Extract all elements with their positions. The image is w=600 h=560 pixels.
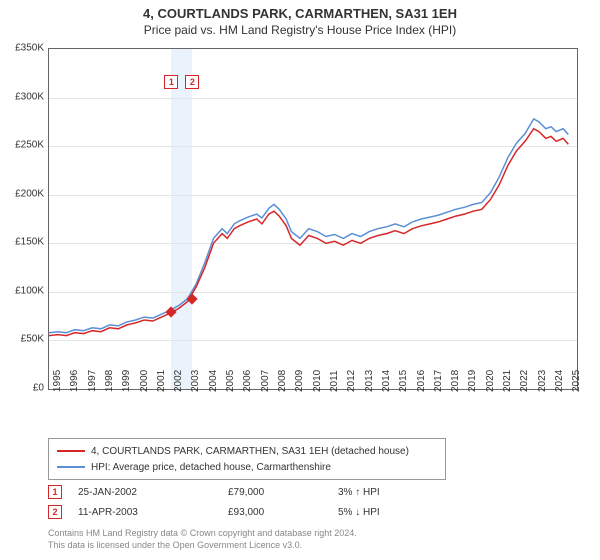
x-axis-label: 2024 <box>554 370 565 392</box>
x-axis-label: 2019 <box>467 370 478 392</box>
y-axis-label: £250K <box>15 140 44 151</box>
footer-line-1: Contains HM Land Registry data © Crown c… <box>48 528 357 540</box>
price-chart: 12 <box>48 48 578 390</box>
x-axis-label: 2005 <box>225 370 236 392</box>
x-axis-label: 2018 <box>450 370 461 392</box>
transaction-date: 11-APR-2003 <box>78 507 228 518</box>
x-axis-label: 2007 <box>260 370 271 392</box>
x-axis-label: 2015 <box>398 370 409 392</box>
x-axis-label: 2012 <box>346 370 357 392</box>
x-axis-label: 2020 <box>485 370 496 392</box>
marker-1-icon: 1 <box>48 485 62 499</box>
x-axis-label: 2014 <box>381 370 392 392</box>
x-axis-label: 2022 <box>519 370 530 392</box>
x-axis-label: 1998 <box>104 370 115 392</box>
x-axis-label: 2006 <box>242 370 253 392</box>
transaction-price: £93,000 <box>228 507 338 518</box>
x-axis-label: 2003 <box>190 370 201 392</box>
table-row: 2 11-APR-2003 £93,000 5% ↓ HPI <box>48 502 428 522</box>
y-axis-label: £200K <box>15 188 44 199</box>
legend-label-price-paid: 4, COURTLANDS PARK, CARMARTHEN, SA31 1EH… <box>91 446 409 457</box>
transaction-date: 25-JAN-2002 <box>78 487 228 498</box>
series-price_paid <box>49 129 568 336</box>
x-axis-label: 2021 <box>502 370 513 392</box>
x-axis-label: 2000 <box>139 370 150 392</box>
chart-subtitle: Price paid vs. HM Land Registry's House … <box>0 23 600 37</box>
legend-row-price-paid: 4, COURTLANDS PARK, CARMARTHEN, SA31 1EH… <box>57 443 437 459</box>
y-axis-label: £50K <box>21 334 44 345</box>
series-hpi <box>49 119 568 333</box>
footer-line-2: This data is licensed under the Open Gov… <box>48 540 357 552</box>
y-axis-label: £0 <box>33 383 44 394</box>
x-axis-label: 2010 <box>312 370 323 392</box>
x-axis-label: 2016 <box>416 370 427 392</box>
transaction-delta: 3% ↑ HPI <box>338 487 428 498</box>
x-axis-label: 2004 <box>208 370 219 392</box>
y-axis-label: £150K <box>15 237 44 248</box>
transaction-price: £79,000 <box>228 487 338 498</box>
x-axis-label: 1995 <box>52 370 63 392</box>
x-axis-label: 2008 <box>277 370 288 392</box>
y-axis-label: £350K <box>15 43 44 54</box>
marker-callout-2: 2 <box>185 75 199 89</box>
x-axis-label: 2023 <box>537 370 548 392</box>
legend-swatch-price-paid <box>57 450 85 452</box>
x-axis-label: 2011 <box>329 370 340 392</box>
legend-label-hpi: HPI: Average price, detached house, Carm… <box>91 462 331 473</box>
transaction-delta: 5% ↓ HPI <box>338 507 428 518</box>
x-axis-label: 1996 <box>69 370 80 392</box>
x-axis-label: 1997 <box>87 370 98 392</box>
x-axis-label: 2009 <box>294 370 305 392</box>
x-axis-label: 1999 <box>121 370 132 392</box>
chart-legend: 4, COURTLANDS PARK, CARMARTHEN, SA31 1EH… <box>48 438 446 480</box>
y-axis-label: £100K <box>15 285 44 296</box>
x-axis-label: 2002 <box>173 370 184 392</box>
marker-2-icon: 2 <box>48 505 62 519</box>
table-row: 1 25-JAN-2002 £79,000 3% ↑ HPI <box>48 482 428 502</box>
chart-title: 4, COURTLANDS PARK, CARMARTHEN, SA31 1EH <box>0 6 600 21</box>
x-axis-label: 2025 <box>571 370 582 392</box>
y-axis-label: £300K <box>15 91 44 102</box>
x-axis-label: 2017 <box>433 370 444 392</box>
x-axis-label: 2001 <box>156 370 167 392</box>
x-axis-label: 2013 <box>364 370 375 392</box>
transactions-table: 1 25-JAN-2002 £79,000 3% ↑ HPI 2 11-APR-… <box>48 482 428 522</box>
chart-titles: 4, COURTLANDS PARK, CARMARTHEN, SA31 1EH… <box>0 0 600 37</box>
footer-attribution: Contains HM Land Registry data © Crown c… <box>48 528 357 551</box>
chart-lines <box>49 49 577 389</box>
legend-swatch-hpi <box>57 466 85 468</box>
marker-callout-1: 1 <box>164 75 178 89</box>
legend-row-hpi: HPI: Average price, detached house, Carm… <box>57 459 437 475</box>
